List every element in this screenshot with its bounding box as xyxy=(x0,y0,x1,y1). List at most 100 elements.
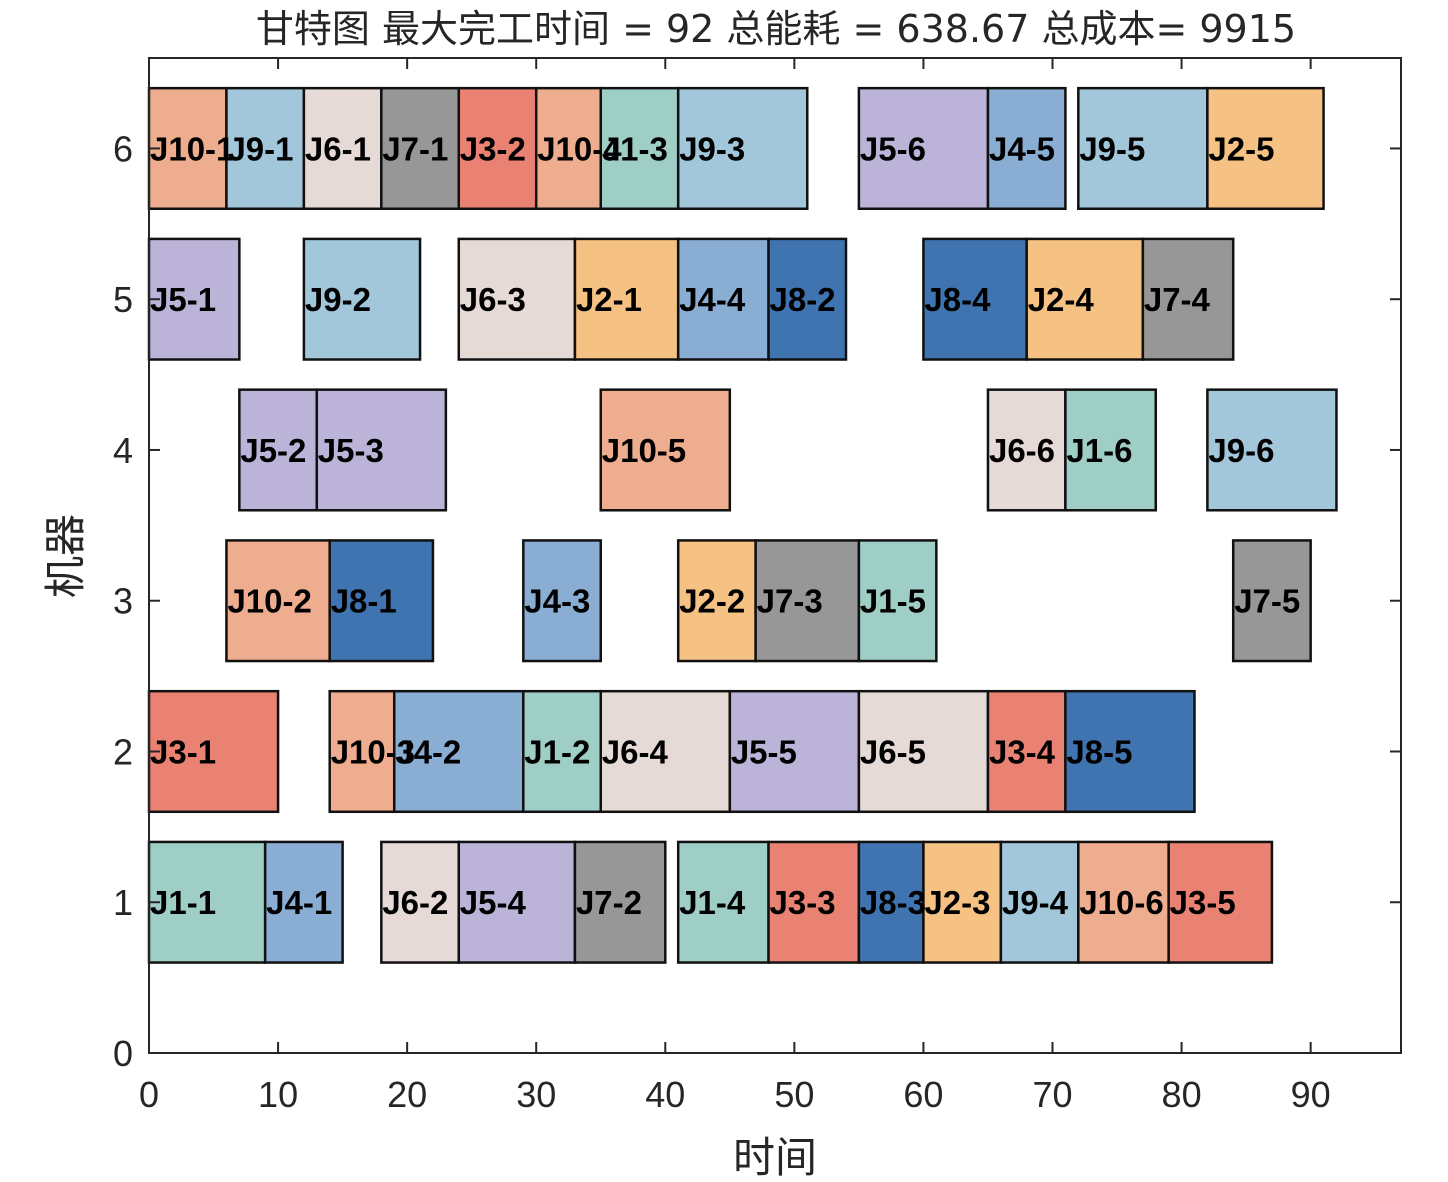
x-axis-label: 时间 xyxy=(733,1133,817,1182)
task-label-j9-3: J9-3 xyxy=(679,130,745,167)
task-label-j9-2: J9-2 xyxy=(305,281,371,318)
task-label-j6-1: J6-1 xyxy=(305,130,371,167)
task-bar-j1-5 xyxy=(857,539,938,663)
task-label-j7-1: J7-1 xyxy=(382,130,448,167)
task-label-j10-4: J10-4 xyxy=(537,130,622,167)
task-bar-j1-1 xyxy=(147,840,267,964)
task-label-j4-1: J4-1 xyxy=(266,884,332,921)
task-labels: J1-1 J4-1 J6-2 J5-4 J7-2 J1-4 J3-3 J8-3J2-3 J9-4… xyxy=(150,130,1300,921)
task-bar-j2-2 xyxy=(676,539,757,663)
task-label-j7-2: J7-2 xyxy=(576,884,642,921)
task-bar-j7-1 xyxy=(380,86,461,211)
task-bar-j2-4 xyxy=(1025,237,1145,361)
task-label-j1-4: J1-4 xyxy=(679,884,746,921)
task-label-j4-3: J4-3 xyxy=(524,583,590,620)
task-label-j6-4: J6-4 xyxy=(602,733,669,770)
task-label-j5-4: J5-4 xyxy=(460,884,527,921)
task-label-j6-6: J6-6 xyxy=(989,432,1055,469)
x-tick-label: 30 xyxy=(516,1074,556,1115)
x-tick-label: 60 xyxy=(903,1074,943,1115)
plot-area: J1-1 J4-1 J6-2 J5-4 J7-2 J1-4 J3-3 J8-3J2-3 J9-4… xyxy=(147,86,1338,964)
task-label-j9-5: J9-5 xyxy=(1079,130,1145,167)
task-bar-j5-1 xyxy=(147,237,241,361)
y-tick-labels: 0 1 2 3 4 5 6 xyxy=(113,128,133,1074)
task-label-j6-3: J6-3 xyxy=(460,281,526,318)
task-label-j3-3: J3-3 xyxy=(770,884,836,921)
task-bar-j9-3 xyxy=(676,86,809,211)
y-tick-label: 0 xyxy=(113,1033,133,1074)
x-tick-label: 10 xyxy=(258,1074,298,1115)
task-label-j8-5: J8-5 xyxy=(1066,733,1132,770)
task-bar-j10-5 xyxy=(599,388,732,512)
task-label-j10-3: J10-3 xyxy=(331,733,415,770)
task-bar-j10-2 xyxy=(225,539,331,663)
task-bar-j8-1 xyxy=(328,539,435,663)
task-label-j9-6: J9-6 xyxy=(1208,432,1274,469)
task-label-j7-4: J7-4 xyxy=(1144,281,1211,318)
task-label-j9-1: J9-1 xyxy=(227,130,293,167)
y-tick-label: 4 xyxy=(113,430,133,471)
task-bar-j6-1 xyxy=(302,86,383,211)
task-bar-j1-4 xyxy=(676,840,770,964)
task-label-j8-3: J8-3 xyxy=(860,884,926,921)
task-label-j2-4: J2-4 xyxy=(1028,281,1095,318)
task-label-j9-4: J9-4 xyxy=(1002,884,1069,921)
task-bar-j9-5 xyxy=(1077,86,1209,211)
task-bar-j5-3 xyxy=(315,388,448,512)
task-bar-j4-5 xyxy=(986,86,1067,211)
task-bars xyxy=(147,86,1338,964)
task-label-j5-3: J5-3 xyxy=(318,432,384,469)
axis-ticks xyxy=(148,58,1401,1054)
task-label-j5-5: J5-5 xyxy=(731,733,797,770)
task-bar-j9-4 xyxy=(999,840,1080,964)
task-label-j1-6: J1-6 xyxy=(1066,432,1132,469)
task-label-j2-3: J2-3 xyxy=(924,884,990,921)
task-label-j3-5: J3-5 xyxy=(1170,884,1236,921)
task-label-j2-5: J2-5 xyxy=(1208,130,1274,167)
task-label-j4-4: J4-4 xyxy=(679,281,746,318)
task-label-j10-2: J10-2 xyxy=(227,583,311,620)
task-bar-j6-5 xyxy=(857,689,990,814)
task-bar-j8-5 xyxy=(1064,689,1196,814)
x-tick-label: 80 xyxy=(1162,1074,1202,1115)
task-label-j3-1: J3-1 xyxy=(150,733,216,770)
task-label-j10-6: J10-6 xyxy=(1079,884,1163,921)
task-label-j5-1: J5-1 xyxy=(150,281,216,318)
task-label-j1-1: J1-1 xyxy=(150,884,216,921)
task-label-j6-2: J6-2 xyxy=(382,884,448,921)
task-label-j7-5: J7-5 xyxy=(1234,583,1300,620)
task-bar-j9-2 xyxy=(302,237,422,361)
task-bar-j1-6 xyxy=(1064,388,1158,512)
task-bar-j9-1 xyxy=(225,86,306,211)
task-bar-j7-2 xyxy=(573,840,667,964)
task-label-j8-1: J8-1 xyxy=(331,583,397,620)
task-bar-j10-3 xyxy=(328,689,396,814)
x-tick-label: 40 xyxy=(645,1074,685,1115)
task-label-j4-5: J4-5 xyxy=(989,130,1055,167)
y-tick-label: 2 xyxy=(113,731,133,772)
task-bar-j2-3 xyxy=(922,840,1003,964)
task-label-j1-3: J1-3 xyxy=(602,130,668,167)
y-tick-label: 5 xyxy=(113,279,133,320)
task-bar-j9-6 xyxy=(1206,388,1338,512)
task-bar-j1-2 xyxy=(522,689,603,814)
task-label-j3-2: J3-2 xyxy=(460,130,526,167)
x-tick-labels: 0 10 20 30 40 50 60 70 80 90 xyxy=(139,1074,1331,1115)
task-bar-j8-3 xyxy=(857,840,925,964)
y-tick-label: 6 xyxy=(113,128,133,169)
task-bar-j3-2 xyxy=(457,86,538,211)
task-label-j2-1: J2-1 xyxy=(576,281,642,318)
x-tick-label: 90 xyxy=(1291,1074,1331,1115)
y-tick-label: 3 xyxy=(113,581,133,622)
task-label-j2-2: J2-2 xyxy=(679,583,745,620)
task-bar-j8-2 xyxy=(767,237,848,361)
y-tick-label: 1 xyxy=(113,882,133,923)
task-bar-j3-3 xyxy=(767,840,861,964)
task-label-j10-5: J10-5 xyxy=(602,432,686,469)
x-tick-label: 0 xyxy=(139,1074,159,1115)
y-axis-label: 机器 xyxy=(41,514,90,598)
task-bar-j6-2 xyxy=(380,840,461,964)
task-label-j1-5: J1-5 xyxy=(860,583,926,620)
task-bar-j7-5 xyxy=(1231,539,1312,663)
task-label-j8-2: J8-2 xyxy=(770,281,836,318)
